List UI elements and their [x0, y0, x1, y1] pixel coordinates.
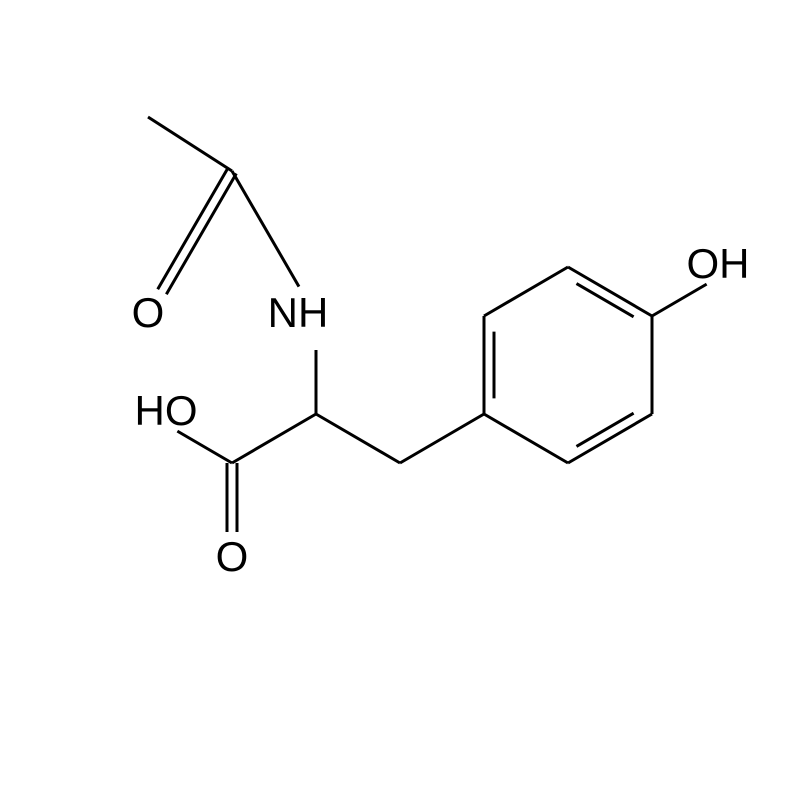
atom-label-O_dbl_bot: O	[216, 533, 249, 580]
molecule-diagram: O NH HO O OH	[0, 0, 800, 800]
atom-label-N: NH	[268, 289, 329, 336]
atom-label-O_dbl_top: O	[132, 289, 165, 336]
atom-label-O_phenol: OH	[687, 240, 750, 287]
atom-label-O_oh_left: HO	[135, 387, 198, 434]
